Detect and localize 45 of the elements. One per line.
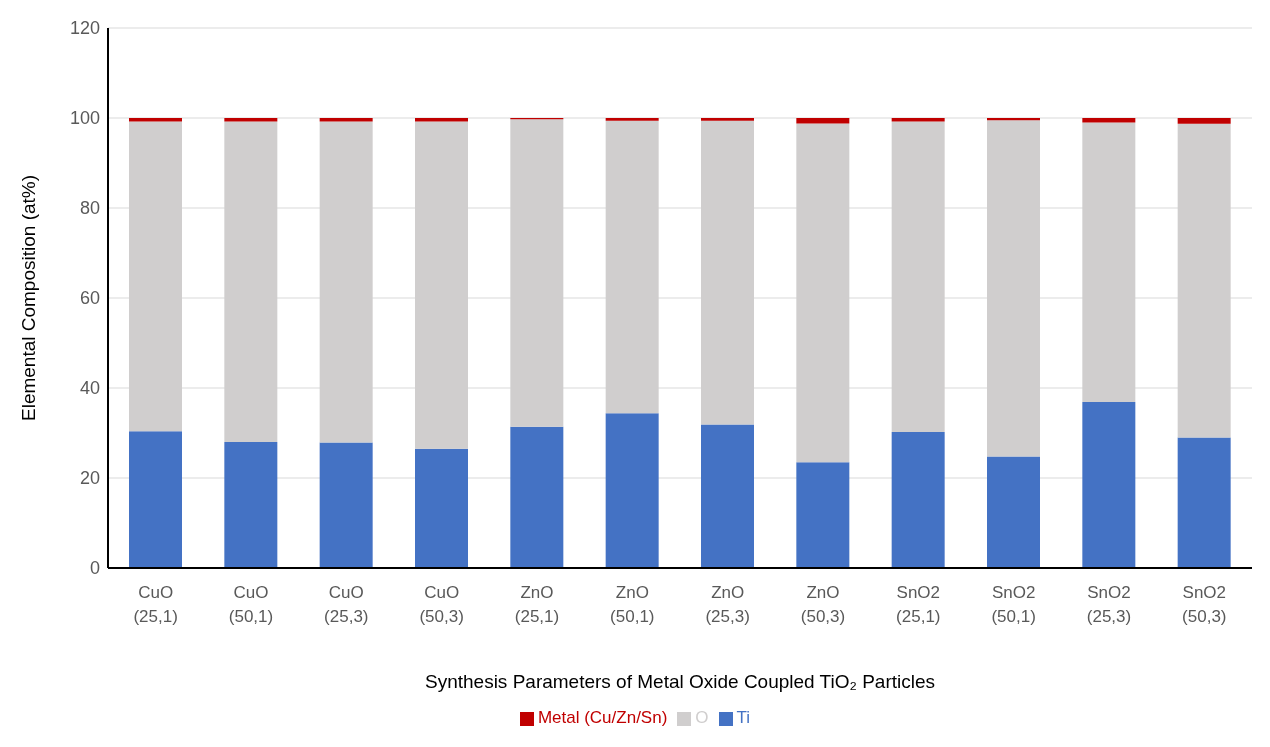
bar xyxy=(796,462,850,568)
bar xyxy=(224,442,278,568)
x-axis-title: Synthesis Parameters of Metal Oxide Coupled TiO₂ Particles xyxy=(424,671,936,692)
x-tick-label: SnO2 (25,3) xyxy=(1086,583,1132,626)
y-tick-label: 0 xyxy=(89,558,100,579)
x-tick-label: CuO (25,3) xyxy=(324,583,369,626)
bar xyxy=(701,424,754,568)
y-tick-label: 100 xyxy=(69,108,100,129)
x-tick-label: ZnO (25,1) xyxy=(514,583,560,626)
x-tick-label: ZnO (25,3) xyxy=(705,583,750,626)
bar xyxy=(891,432,945,568)
bar xyxy=(415,448,468,568)
bar xyxy=(891,118,945,122)
y-axis-title: Elemental Composition (at%) xyxy=(17,174,39,422)
bar xyxy=(605,118,659,121)
x-tick-label: ZnO (50,1) xyxy=(610,583,655,626)
x-tick-label: ZnO (50,3) xyxy=(800,583,846,626)
bar xyxy=(129,431,182,568)
bar xyxy=(319,118,373,122)
bar xyxy=(415,118,468,122)
bar xyxy=(1177,118,1231,124)
bar xyxy=(129,118,182,122)
y-tick-label: 40 xyxy=(79,378,100,399)
y-tick-label: 20 xyxy=(79,468,100,489)
y-tick-label: 80 xyxy=(79,198,100,219)
y-tick-label: 60 xyxy=(79,288,100,309)
bar xyxy=(796,118,850,124)
bar xyxy=(224,118,278,122)
bar xyxy=(319,442,373,568)
x-tick-label: CuO (50,1) xyxy=(228,583,274,626)
x-tick-label: SnO2 (50,3) xyxy=(1182,583,1227,626)
y-tick-label: 120 xyxy=(69,18,100,39)
bar xyxy=(1082,401,1136,568)
legend-label: Metal (Cu/Zn/Sn) xyxy=(537,708,668,727)
bar xyxy=(605,413,659,568)
bar xyxy=(987,456,1040,568)
bar xyxy=(701,118,754,121)
x-tick-label: CuO (25,1) xyxy=(133,583,178,626)
x-tick-label: SnO2 (50,1) xyxy=(991,583,1036,626)
legend-label: Ti xyxy=(736,708,751,727)
bar xyxy=(1177,437,1231,568)
x-tick-label: SnO2 (25,1) xyxy=(896,583,941,626)
x-tick-label: CuO (50,3) xyxy=(419,583,464,626)
bar xyxy=(510,426,564,568)
bar xyxy=(1082,118,1136,123)
